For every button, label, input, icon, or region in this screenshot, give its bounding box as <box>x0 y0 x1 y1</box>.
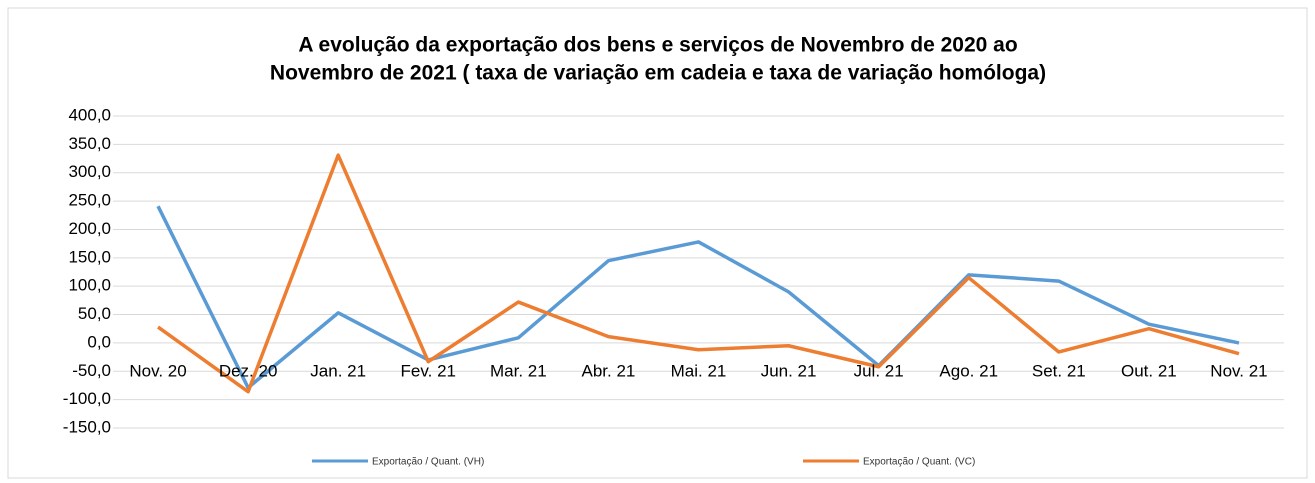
x-tick-label: Set. 21 <box>1032 361 1086 380</box>
y-tick-label: 50,0 <box>78 304 111 323</box>
y-tick-label: -100,0 <box>63 389 111 408</box>
chart-title: A evolução da exportação dos bens e serv… <box>298 34 1017 57</box>
series-line <box>157 153 1240 394</box>
x-tick-label: Nov. 21 <box>1210 361 1267 380</box>
y-tick-label: 0,0 <box>87 332 111 351</box>
y-tick-label: -50,0 <box>72 361 111 380</box>
x-tick-label: Fev. 21 <box>401 361 456 380</box>
y-tick-label: -150,0 <box>63 417 111 436</box>
legend-label: Exportação / Quant. (VC) <box>863 457 975 468</box>
chart-title: Novembro de 2021 ( taxa de variação em c… <box>270 62 1046 85</box>
x-tick-label: Mai. 21 <box>671 361 727 380</box>
y-tick-label: 350,0 <box>68 134 111 153</box>
y-tick-label: 150,0 <box>68 247 111 266</box>
y-tick-label: 250,0 <box>68 191 111 210</box>
x-tick-label: Mar. 21 <box>490 361 547 380</box>
y-tick-label: 300,0 <box>68 162 111 181</box>
series-line <box>156 205 1240 390</box>
x-tick-label: Out. 21 <box>1121 361 1177 380</box>
y-tick-label: 200,0 <box>68 219 111 238</box>
x-tick-label: Jul. 21 <box>854 361 904 380</box>
x-tick-label: Jun. 21 <box>761 361 817 380</box>
x-tick-label: Jan. 21 <box>310 361 366 380</box>
x-tick-label: Abr. 21 <box>581 361 635 380</box>
legend-label: Exportação / Quant. (VH) <box>372 457 484 468</box>
x-tick-label: Dez. 20 <box>219 361 278 380</box>
x-tick-label: Nov. 20 <box>129 361 186 380</box>
y-tick-label: 400,0 <box>68 105 111 124</box>
x-tick-label: Ago. 21 <box>939 361 998 380</box>
y-tick-label: 100,0 <box>68 276 111 295</box>
